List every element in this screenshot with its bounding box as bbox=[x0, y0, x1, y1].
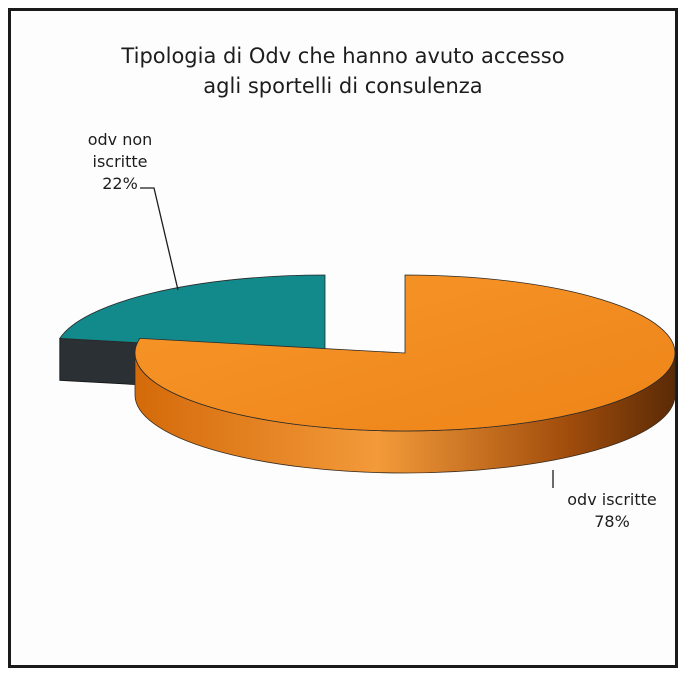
leader-line-0 bbox=[140, 187, 179, 291]
chart-title: Tipologia di Odv che hanno avuto accesso… bbox=[11, 41, 675, 101]
slice-label-1-line-1: 78% bbox=[594, 512, 630, 531]
slice-label-0-line-0: odv non bbox=[88, 130, 153, 149]
chart-title-line-2: agli sportelli di consulenza bbox=[203, 74, 483, 98]
pie-slice-1 bbox=[134, 274, 676, 432]
slice-label-1-line-0: odv iscritte bbox=[567, 490, 657, 509]
slice-label-0-line-2: 22% bbox=[102, 174, 138, 193]
leader-lines bbox=[140, 187, 554, 488]
pie-slice-0 bbox=[59, 274, 326, 354]
slice-label-0-line-1: iscritte bbox=[93, 152, 148, 171]
slice-labels: odv non iscritte 22% odv iscritte 78% bbox=[88, 130, 657, 531]
pie-slices bbox=[59, 274, 676, 474]
chart-title-line-1: Tipologia di Odv che hanno avuto accesso bbox=[121, 44, 565, 68]
